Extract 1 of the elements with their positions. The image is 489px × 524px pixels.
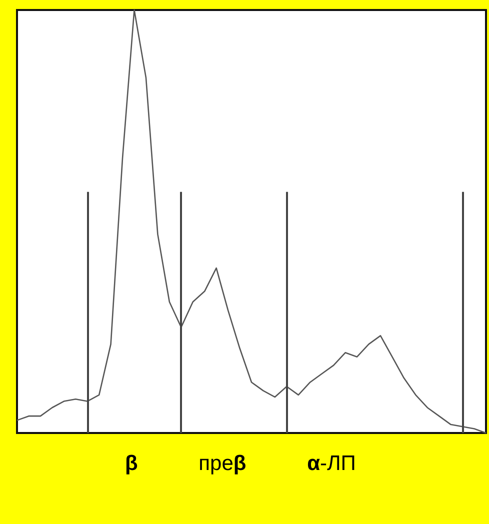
text: β преβ α-ЛП — [125, 452, 356, 475]
